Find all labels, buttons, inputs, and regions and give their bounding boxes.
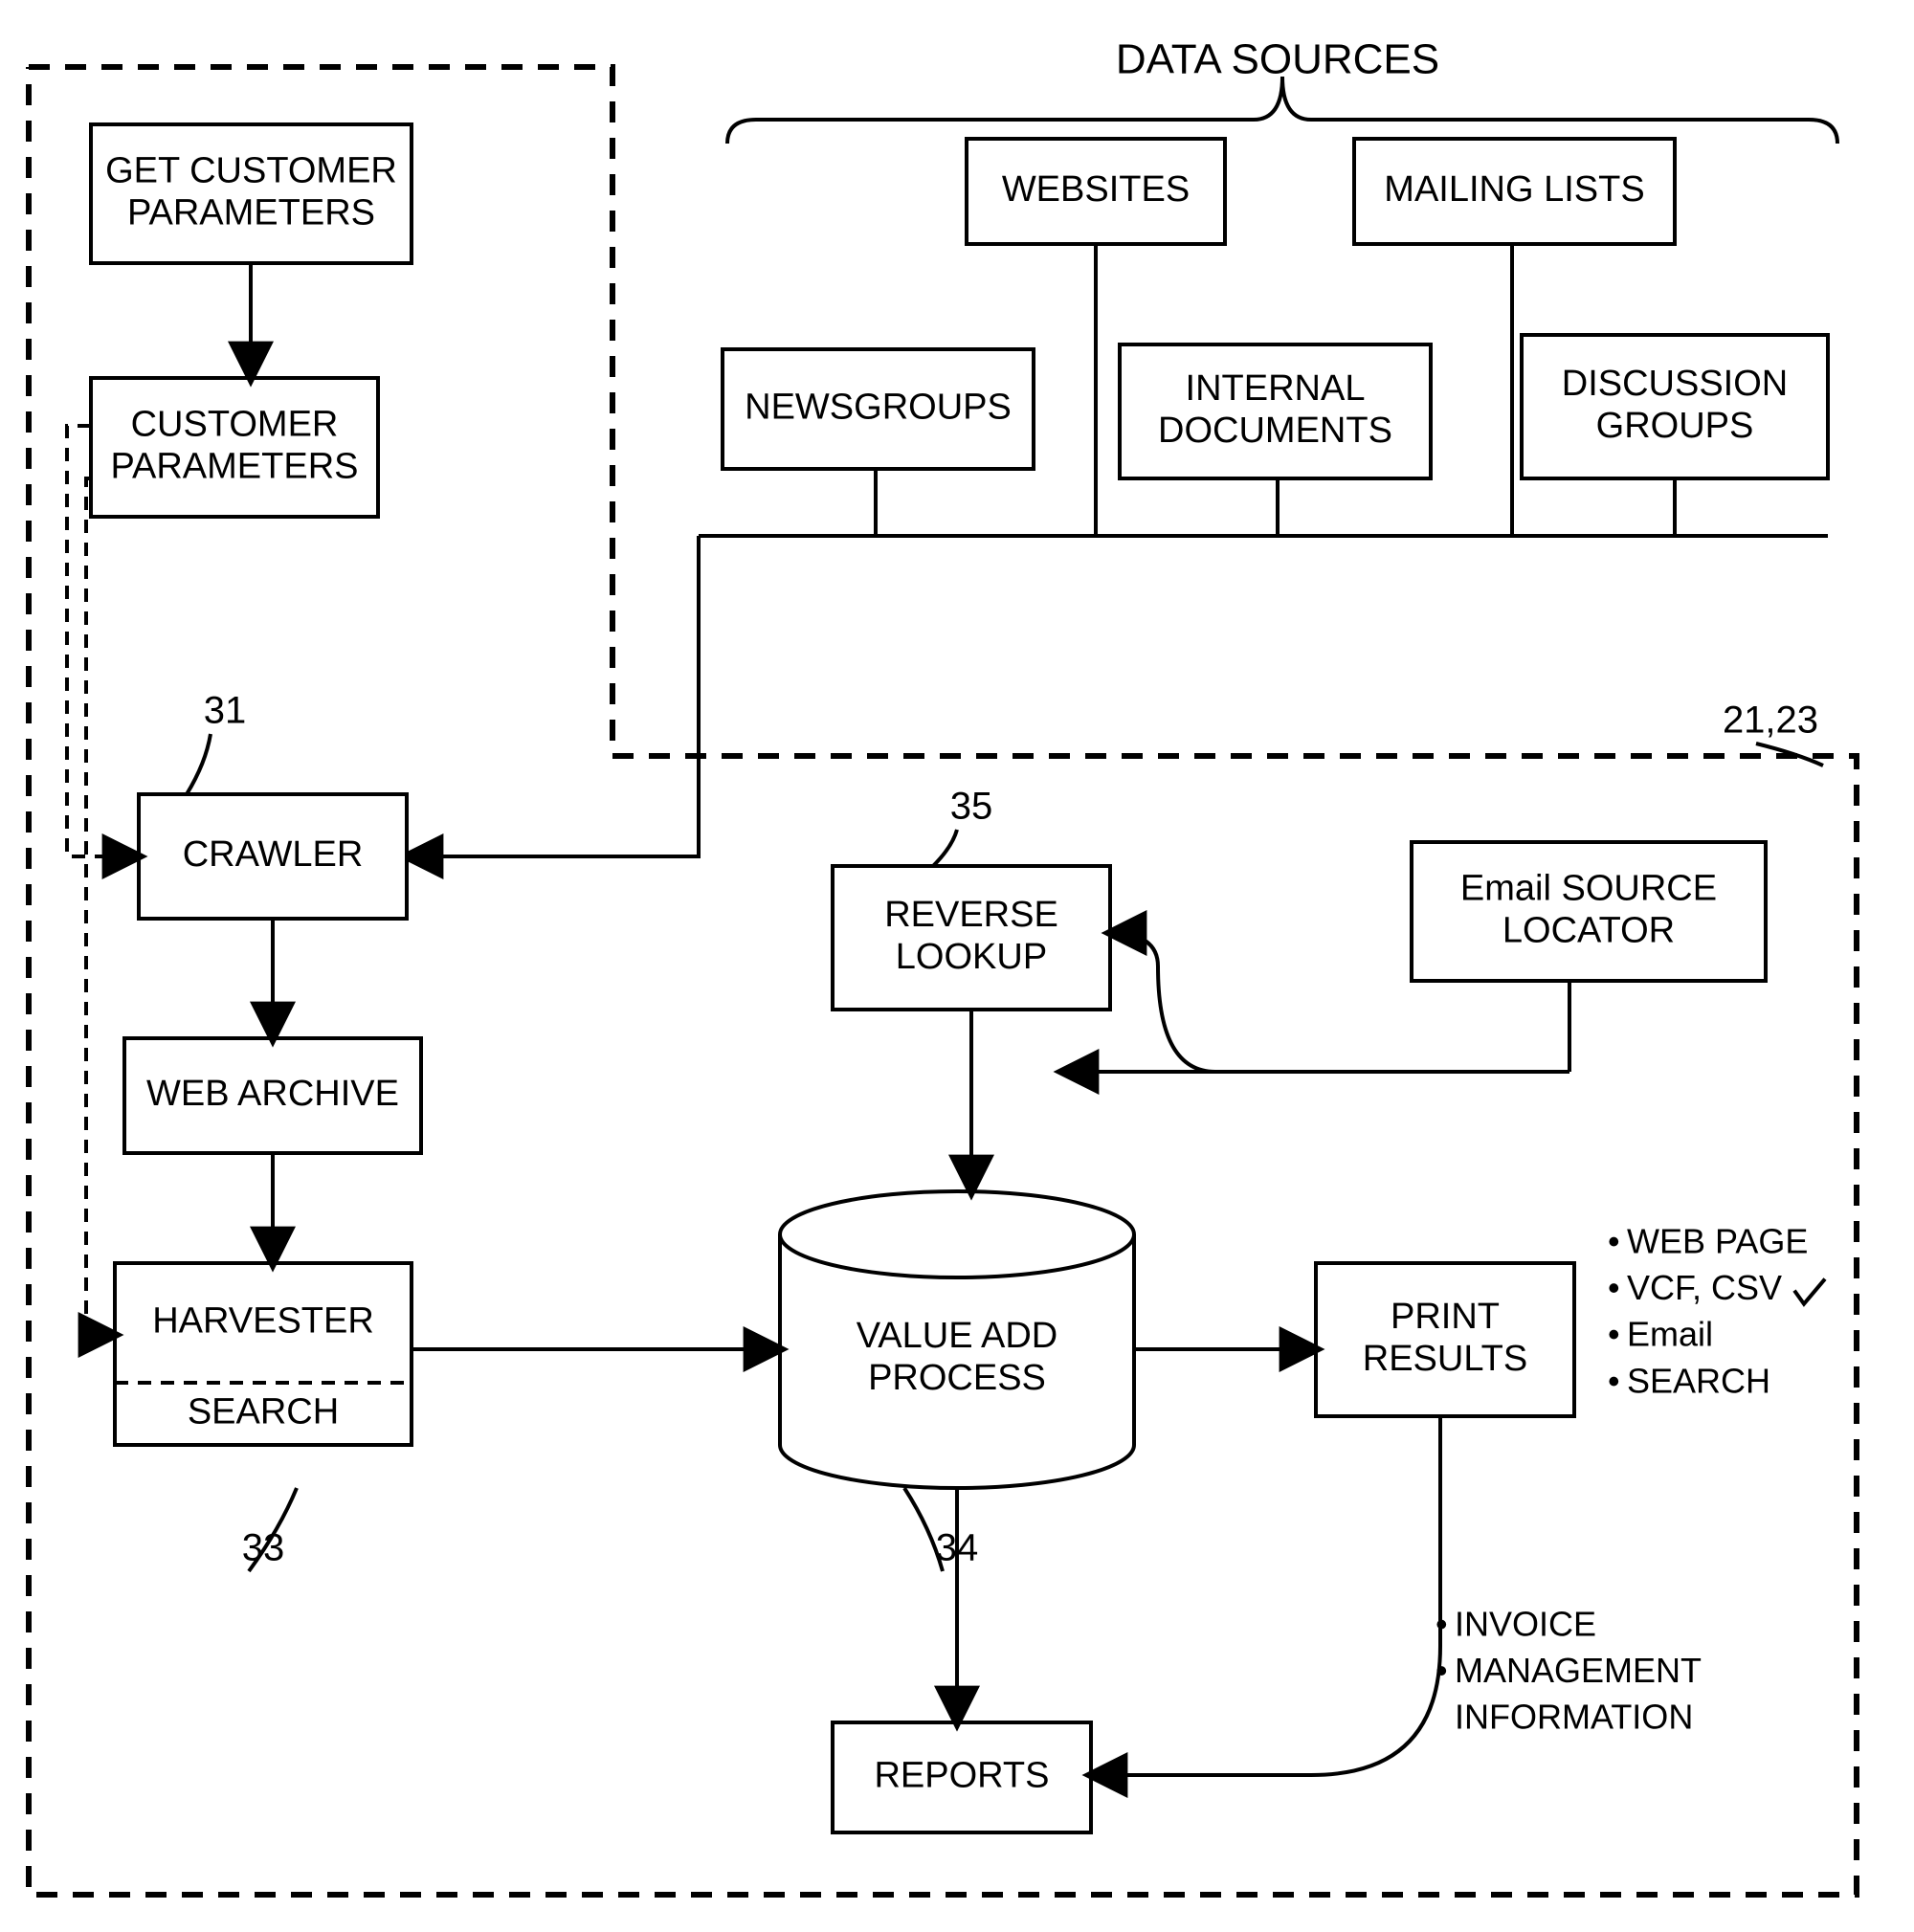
svg-text:21,23: 21,23 <box>1723 700 1818 742</box>
svg-text:PARAMETERS: PARAMETERS <box>110 446 358 486</box>
svg-text:PROCESS: PROCESS <box>868 1358 1046 1398</box>
svg-text:DOCUMENTS: DOCUMENTS <box>1158 411 1392 451</box>
svg-text:Email SOURCE: Email SOURCE <box>1460 869 1717 909</box>
svg-text:MANAGEMENT: MANAGEMENT <box>1455 1651 1702 1690</box>
svg-text:35: 35 <box>950 786 993 828</box>
discussion-node: DISCUSSIONGROUPS <box>1522 335 1828 478</box>
email_source-node: Email SOURCELOCATOR <box>1412 842 1766 981</box>
svg-text:31: 31 <box>204 690 247 732</box>
report-outputs-list: •INVOICE•MANAGEMENT INFORMATION <box>1436 1605 1702 1737</box>
customer_params-node: CUSTOMERPARAMETERS <box>91 378 378 517</box>
print-outputs-list: •WEB PAGE•VCF, CSV•Email•SEARCH <box>1608 1222 1808 1401</box>
svg-text:GET CUSTOMER: GET CUSTOMER <box>105 151 397 191</box>
harvester-node: HARVESTER SEARCH <box>115 1263 412 1445</box>
edge-datasources-to-crawler <box>407 536 699 856</box>
svg-text:INTERNAL: INTERNAL <box>1186 368 1366 409</box>
svg-text:NEWSGROUPS: NEWSGROUPS <box>745 388 1012 428</box>
svg-text:HARVESTER: HARVESTER <box>152 1301 374 1342</box>
svg-text:34: 34 <box>936 1527 979 1569</box>
brace <box>727 77 1837 144</box>
get_customer-node: GET CUSTOMERPARAMETERS <box>91 124 412 263</box>
svg-text:SEARCH: SEARCH <box>188 1392 339 1432</box>
checkmark-icon <box>1794 1279 1825 1304</box>
svg-text:•: • <box>1608 1315 1620 1354</box>
svg-text:LOOKUP: LOOKUP <box>896 937 1047 977</box>
ref-label-33: 33 <box>242 1488 297 1571</box>
svg-text:DISCUSSION: DISCUSSION <box>1562 364 1788 404</box>
mailing_lists-node: MAILING LISTS <box>1354 139 1675 244</box>
svg-text:Email: Email <box>1627 1315 1713 1354</box>
svg-text:SEARCH: SEARCH <box>1627 1361 1770 1400</box>
svg-text:MAILING LISTS: MAILING LISTS <box>1384 169 1644 210</box>
svg-text:VCF, CSV: VCF, CSV <box>1627 1268 1782 1307</box>
web_archive-node: WEB ARCHIVE <box>124 1038 421 1153</box>
svg-text:•: • <box>1436 1651 1448 1690</box>
ref-label-35: 35 <box>933 786 992 866</box>
svg-text:INFORMATION: INFORMATION <box>1455 1698 1693 1737</box>
crawler-node: CRAWLER <box>139 794 407 919</box>
reports-node: REPORTS <box>833 1722 1091 1832</box>
edge-custparams-to-harvester <box>86 478 115 1335</box>
svg-text:RESULTS: RESULTS <box>1363 1339 1527 1379</box>
svg-text:WEB ARCHIVE: WEB ARCHIVE <box>146 1074 399 1114</box>
svg-text:CUSTOMER: CUSTOMER <box>131 405 339 445</box>
internal_docs-node: INTERNALDOCUMENTS <box>1120 344 1431 478</box>
svg-text:WEB PAGE: WEB PAGE <box>1627 1222 1808 1261</box>
svg-text:•: • <box>1608 1268 1620 1307</box>
edge-printresults-to-reports <box>1091 1416 1440 1775</box>
value-add-node: VALUE ADDPROCESS <box>780 1191 1134 1488</box>
data-sources-title: DATA SOURCES <box>1116 36 1439 83</box>
svg-text:PARAMETERS: PARAMETERS <box>127 192 375 233</box>
svg-text:INVOICE: INVOICE <box>1455 1605 1596 1644</box>
svg-text:LOCATOR: LOCATOR <box>1502 910 1675 950</box>
svg-text:WEBSITES: WEBSITES <box>1002 169 1190 210</box>
svg-text:•: • <box>1608 1222 1620 1261</box>
svg-text:VALUE ADD: VALUE ADD <box>857 1316 1057 1356</box>
newsgroups-node: NEWSGROUPS <box>723 349 1034 469</box>
ref-label-31: 31 <box>187 690 246 794</box>
svg-text:•: • <box>1608 1361 1620 1400</box>
svg-text:CRAWLER: CRAWLER <box>183 834 364 875</box>
websites-node: WEBSITES <box>967 139 1225 244</box>
ref-label-34: 34 <box>904 1488 978 1571</box>
print_results-node: PRINTRESULTS <box>1316 1263 1574 1416</box>
svg-text:GROUPS: GROUPS <box>1596 406 1754 446</box>
ref-label-21,23: 21,23 <box>1723 700 1823 766</box>
svg-text:REVERSE: REVERSE <box>884 895 1058 935</box>
svg-text:REPORTS: REPORTS <box>874 1756 1049 1796</box>
flowchart-diagram: DATA SOURCESGET CUSTOMERPARAMETERSCUSTOM… <box>0 0 1914 1932</box>
svg-text:PRINT: PRINT <box>1391 1297 1500 1337</box>
svg-text:•: • <box>1436 1605 1448 1644</box>
reverse_lookup-node: REVERSELOOKUP <box>833 866 1110 1010</box>
